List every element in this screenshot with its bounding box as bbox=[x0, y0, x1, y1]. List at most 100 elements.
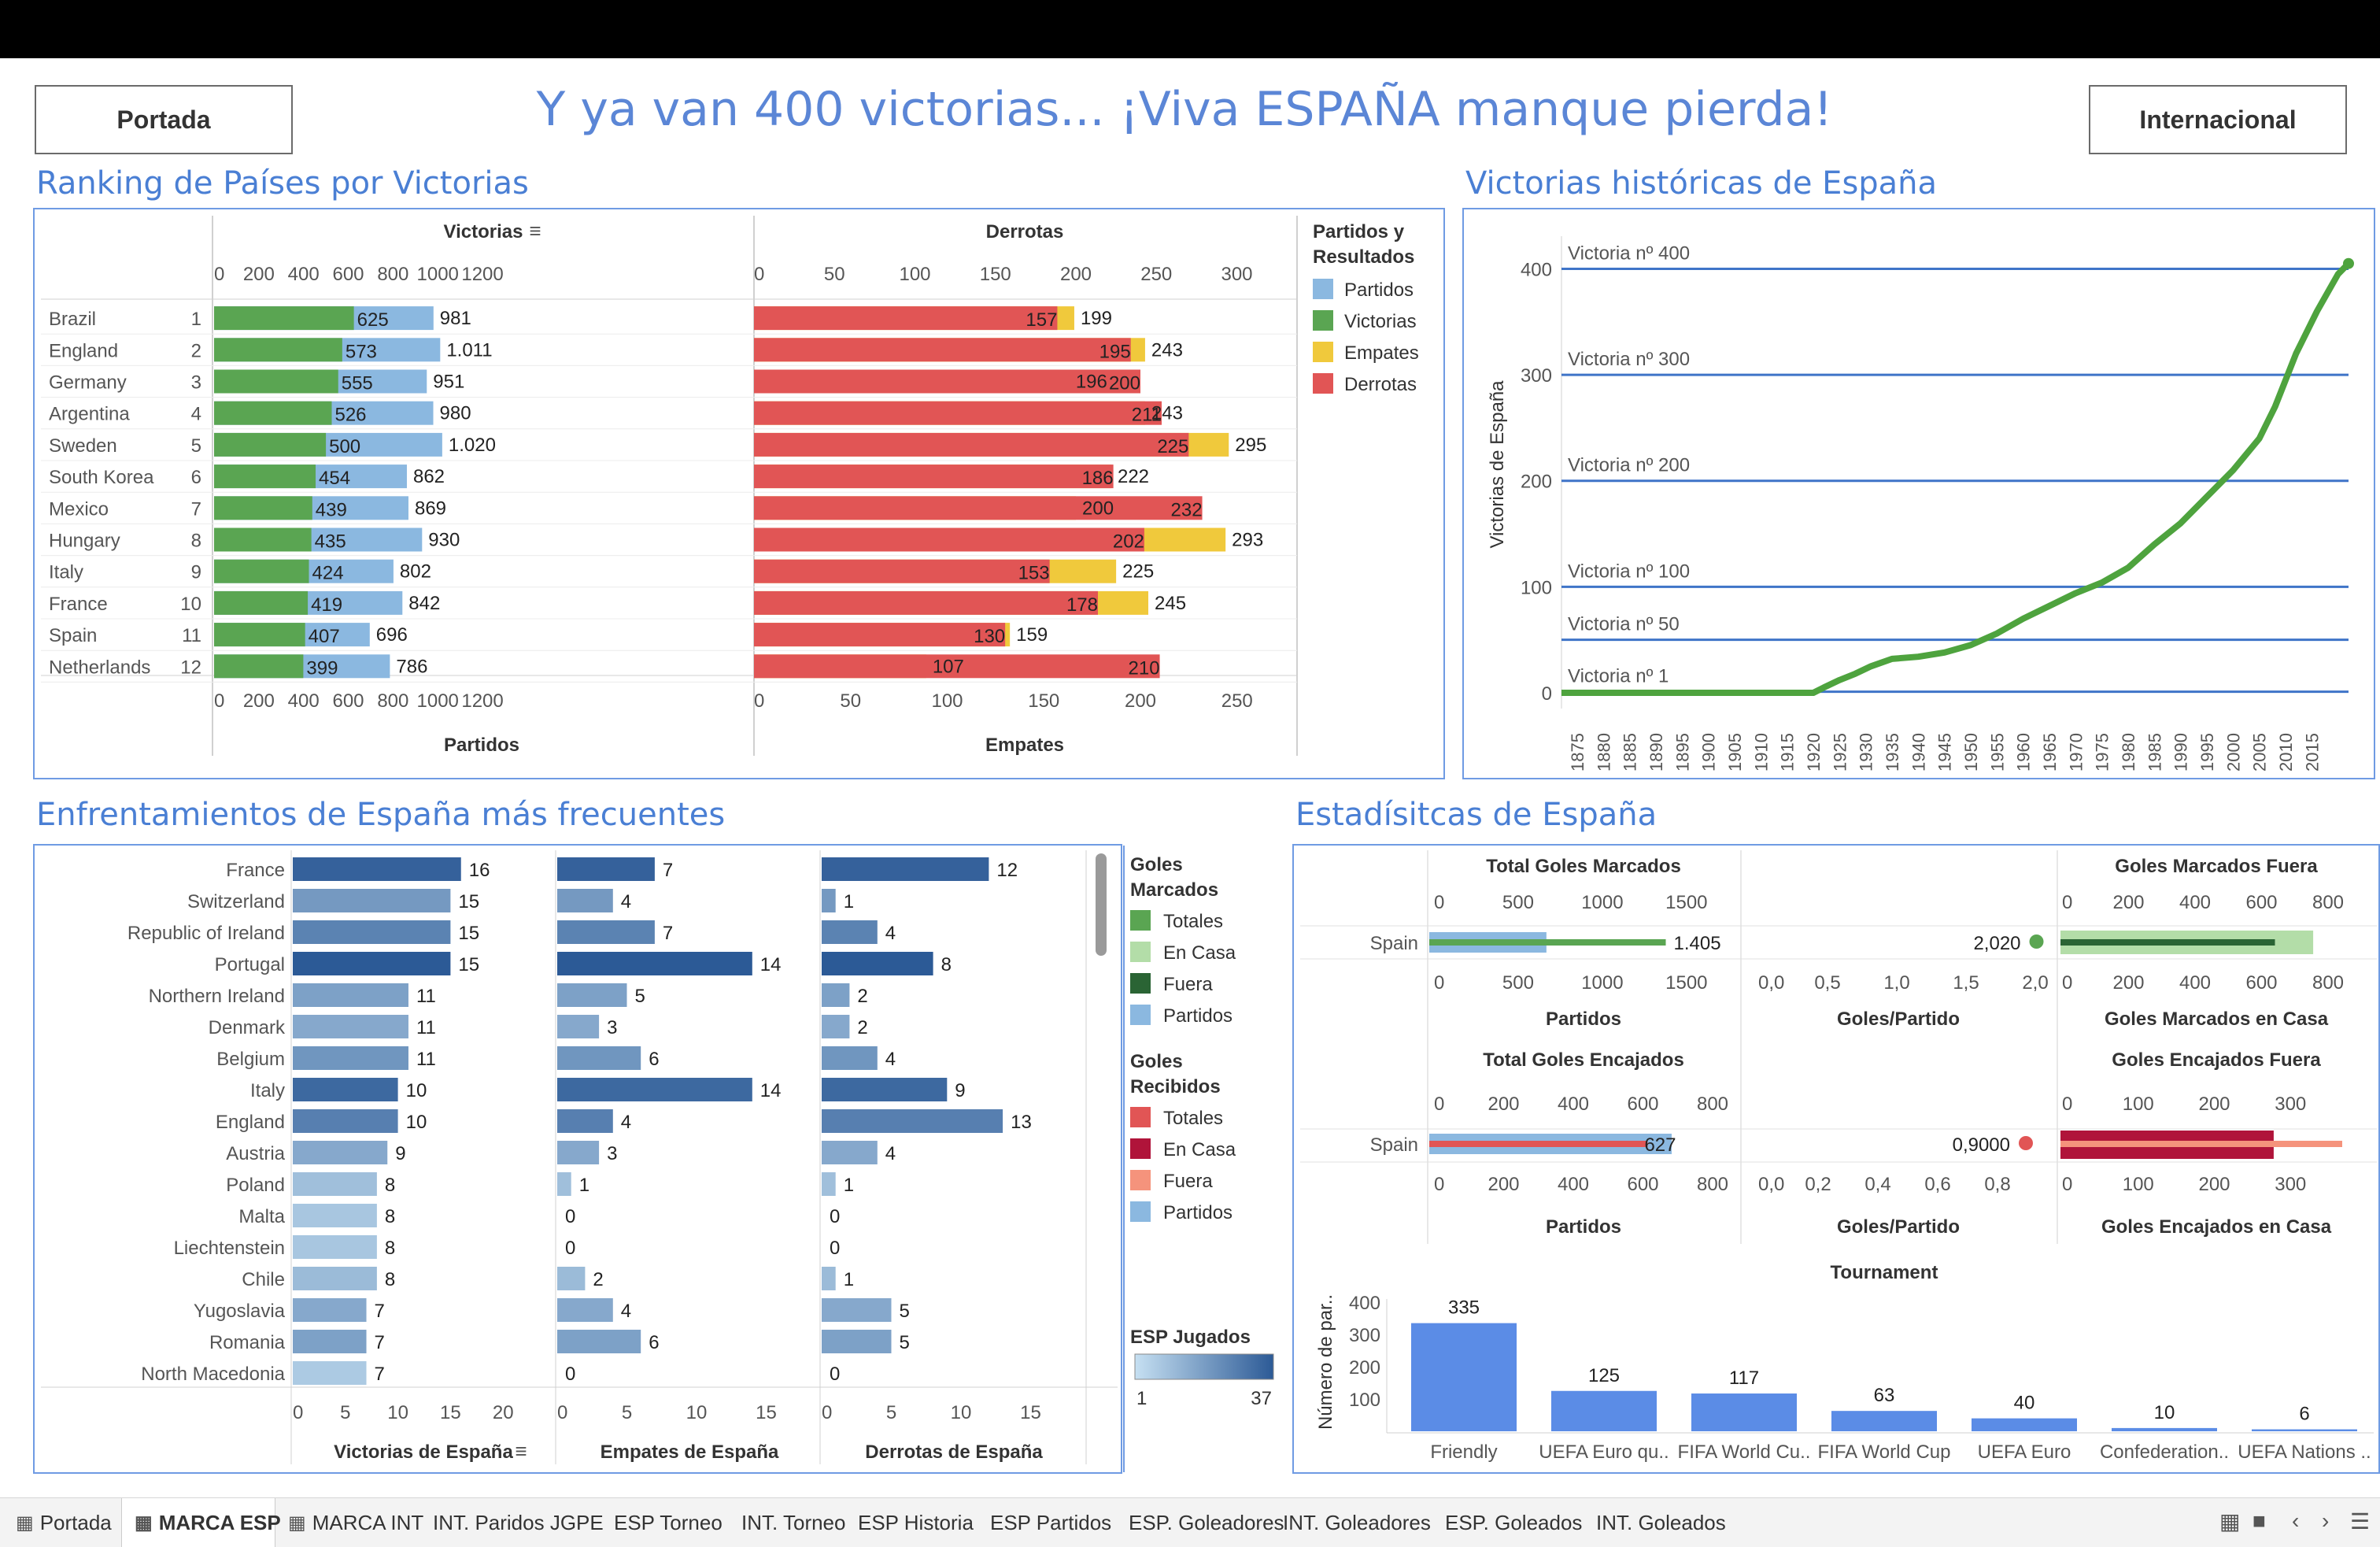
empates-bar bbox=[557, 1141, 600, 1164]
grid-view-icon[interactable]: ▦ bbox=[2219, 1509, 2241, 1534]
tab-int-paridos-jgpe[interactable]: INT. Paridos JGPE bbox=[420, 1498, 604, 1547]
victorias-bar bbox=[293, 889, 451, 912]
tick-label: 800 bbox=[377, 264, 408, 285]
victorias-value: 7 bbox=[375, 1332, 385, 1353]
victorias-bar bbox=[293, 1361, 367, 1385]
tick-label: 0 bbox=[557, 1402, 567, 1423]
country-label: Hungary bbox=[49, 531, 120, 552]
legend-swatch bbox=[1130, 942, 1151, 962]
opponent-label: Denmark bbox=[209, 1017, 286, 1038]
victorias-value: 8 bbox=[385, 1206, 395, 1227]
axis-title: Goles Encajados en Casa bbox=[2101, 1216, 2332, 1238]
tick-label: 0 bbox=[1434, 1094, 1444, 1115]
tab-label: MARCA ESP bbox=[158, 1510, 281, 1534]
next-sheet-icon[interactable]: › bbox=[2322, 1508, 2330, 1533]
derrotas-value: 4 bbox=[885, 923, 896, 944]
tab-int-torneo[interactable]: INT. Torneo bbox=[729, 1498, 845, 1547]
x-tick-label: 1935 bbox=[1883, 733, 1902, 772]
tab-esp-partidos[interactable]: ESP Partidos bbox=[978, 1498, 1116, 1547]
opponent-label: North Macedonia bbox=[141, 1364, 285, 1385]
stats-title: Estadísitcas de España bbox=[1295, 797, 1658, 833]
legend-label: Empates bbox=[1344, 342, 1419, 364]
legend-label: Fuera bbox=[1163, 1171, 1213, 1192]
derrotas-value: 199 bbox=[1081, 308, 1112, 329]
internacional-button[interactable]: Internacional bbox=[2089, 85, 2347, 154]
tournament-category: UEFA Nations .. bbox=[2238, 1442, 2371, 1463]
menu-icon[interactable]: ☰ bbox=[2350, 1509, 2371, 1534]
portada-button[interactable]: Portada bbox=[35, 85, 293, 154]
tab-marca-int[interactable]: ▦ MARCA INT bbox=[275, 1498, 423, 1547]
stop-icon[interactable]: ■ bbox=[2252, 1508, 2266, 1533]
tab-portada[interactable]: ▦ Portada bbox=[3, 1498, 121, 1547]
tick-label: 0,8 bbox=[1984, 1174, 2010, 1195]
rank-label: 5 bbox=[191, 435, 201, 457]
derrotas-header: Derrotas bbox=[986, 221, 1064, 242]
rank-label: 11 bbox=[182, 625, 201, 646]
y-tick-label: 300 bbox=[1349, 1325, 1380, 1346]
victorias-value: 526 bbox=[334, 405, 366, 426]
opponent-label: Liechtenstein bbox=[174, 1238, 285, 1259]
tick-label: 200 bbox=[1125, 690, 1156, 712]
tab-marca-esp[interactable]: ▦ MARCA ESP bbox=[121, 1498, 281, 1547]
x-tick-label: 1995 bbox=[2197, 733, 2217, 772]
reference-label: Victoria nº 300 bbox=[1568, 349, 1690, 370]
derrotas-value: 0 bbox=[830, 1364, 840, 1385]
tick-label: 0 bbox=[754, 690, 764, 712]
empates-bar bbox=[557, 952, 752, 975]
y-tick-label: 100 bbox=[1521, 577, 1552, 598]
ranking-panel bbox=[33, 208, 1445, 779]
tick-label: 15 bbox=[1020, 1402, 1041, 1423]
tab-esp-torneo[interactable]: ESP Torneo bbox=[601, 1498, 729, 1547]
y-tick-label: 0 bbox=[1542, 683, 1552, 705]
tick-label: 400 bbox=[288, 690, 320, 712]
derrotas-bar bbox=[822, 1298, 892, 1322]
country-label: Italy bbox=[49, 562, 83, 583]
tab-esp-historia[interactable]: ESP Historia bbox=[845, 1498, 978, 1547]
victorias-bar bbox=[293, 1109, 398, 1133]
tab-esp-goleados[interactable]: ESP. Goleados bbox=[1432, 1498, 1584, 1547]
tick-label: 250 bbox=[1221, 690, 1253, 712]
tab-label: ESP Historia bbox=[858, 1510, 974, 1534]
tick-label: 800 bbox=[2312, 972, 2344, 994]
tick-label: 600 bbox=[332, 690, 364, 712]
derrotas-bar bbox=[822, 1109, 1003, 1133]
derrotas-value: 13 bbox=[1011, 1112, 1032, 1133]
opponent-label: Yugoslavia bbox=[194, 1301, 286, 1322]
legend-swatch bbox=[1130, 1005, 1151, 1025]
derrotas-value: 0 bbox=[830, 1206, 840, 1227]
x-tick-label: 1895 bbox=[1672, 733, 1692, 772]
jugados-legend-title: ESP Jugados bbox=[1130, 1327, 1251, 1348]
empates-value: 4 bbox=[621, 1301, 631, 1322]
tick-label: 400 bbox=[1558, 1174, 1589, 1195]
partidos-value: 842 bbox=[408, 593, 440, 614]
sort-icon: ≡ bbox=[529, 219, 541, 242]
tick-label: 500 bbox=[1502, 892, 1534, 913]
empates-value: 5 bbox=[635, 986, 645, 1007]
empates-value: 7 bbox=[663, 860, 673, 881]
ranking-title: Ranking de Países por Victorias bbox=[36, 165, 529, 202]
tab-int-goleados[interactable]: INT. Goleados bbox=[1584, 1498, 1731, 1547]
victorias-value: 454 bbox=[319, 468, 350, 489]
tab-label: Portada bbox=[39, 1510, 112, 1534]
fuera-bar bbox=[2060, 939, 2275, 946]
victorias-bar bbox=[214, 369, 338, 394]
tournament-title: Tournament bbox=[1831, 1262, 1938, 1283]
empates-bar bbox=[754, 527, 1144, 552]
prev-sheet-icon[interactable]: ‹ bbox=[2292, 1508, 2300, 1533]
derrotas-bar bbox=[822, 920, 878, 944]
tab-esp-goleadores[interactable]: ESP. Goleadores bbox=[1116, 1498, 1284, 1547]
matchups-panel bbox=[33, 844, 1122, 1474]
tick-label: 0 bbox=[1434, 1174, 1444, 1195]
tick-label: 0 bbox=[754, 264, 764, 285]
reference-label: Victoria nº 200 bbox=[1568, 455, 1690, 476]
tick-label: 0,5 bbox=[1814, 972, 1840, 994]
legend-label: En Casa bbox=[1163, 942, 1236, 964]
tick-label: 100 bbox=[2123, 1174, 2154, 1195]
victorias-value: 407 bbox=[309, 626, 340, 647]
axis-title: Derrotas de España bbox=[865, 1442, 1043, 1463]
tab-int-goleadores[interactable]: INT. Goleadores bbox=[1270, 1498, 1432, 1547]
opponent-label: Romania bbox=[209, 1332, 286, 1353]
tick-label: 1,5 bbox=[1953, 972, 1979, 994]
x-tick-label: 1950 bbox=[1961, 733, 1981, 772]
empates-value: 186 bbox=[1082, 468, 1114, 489]
